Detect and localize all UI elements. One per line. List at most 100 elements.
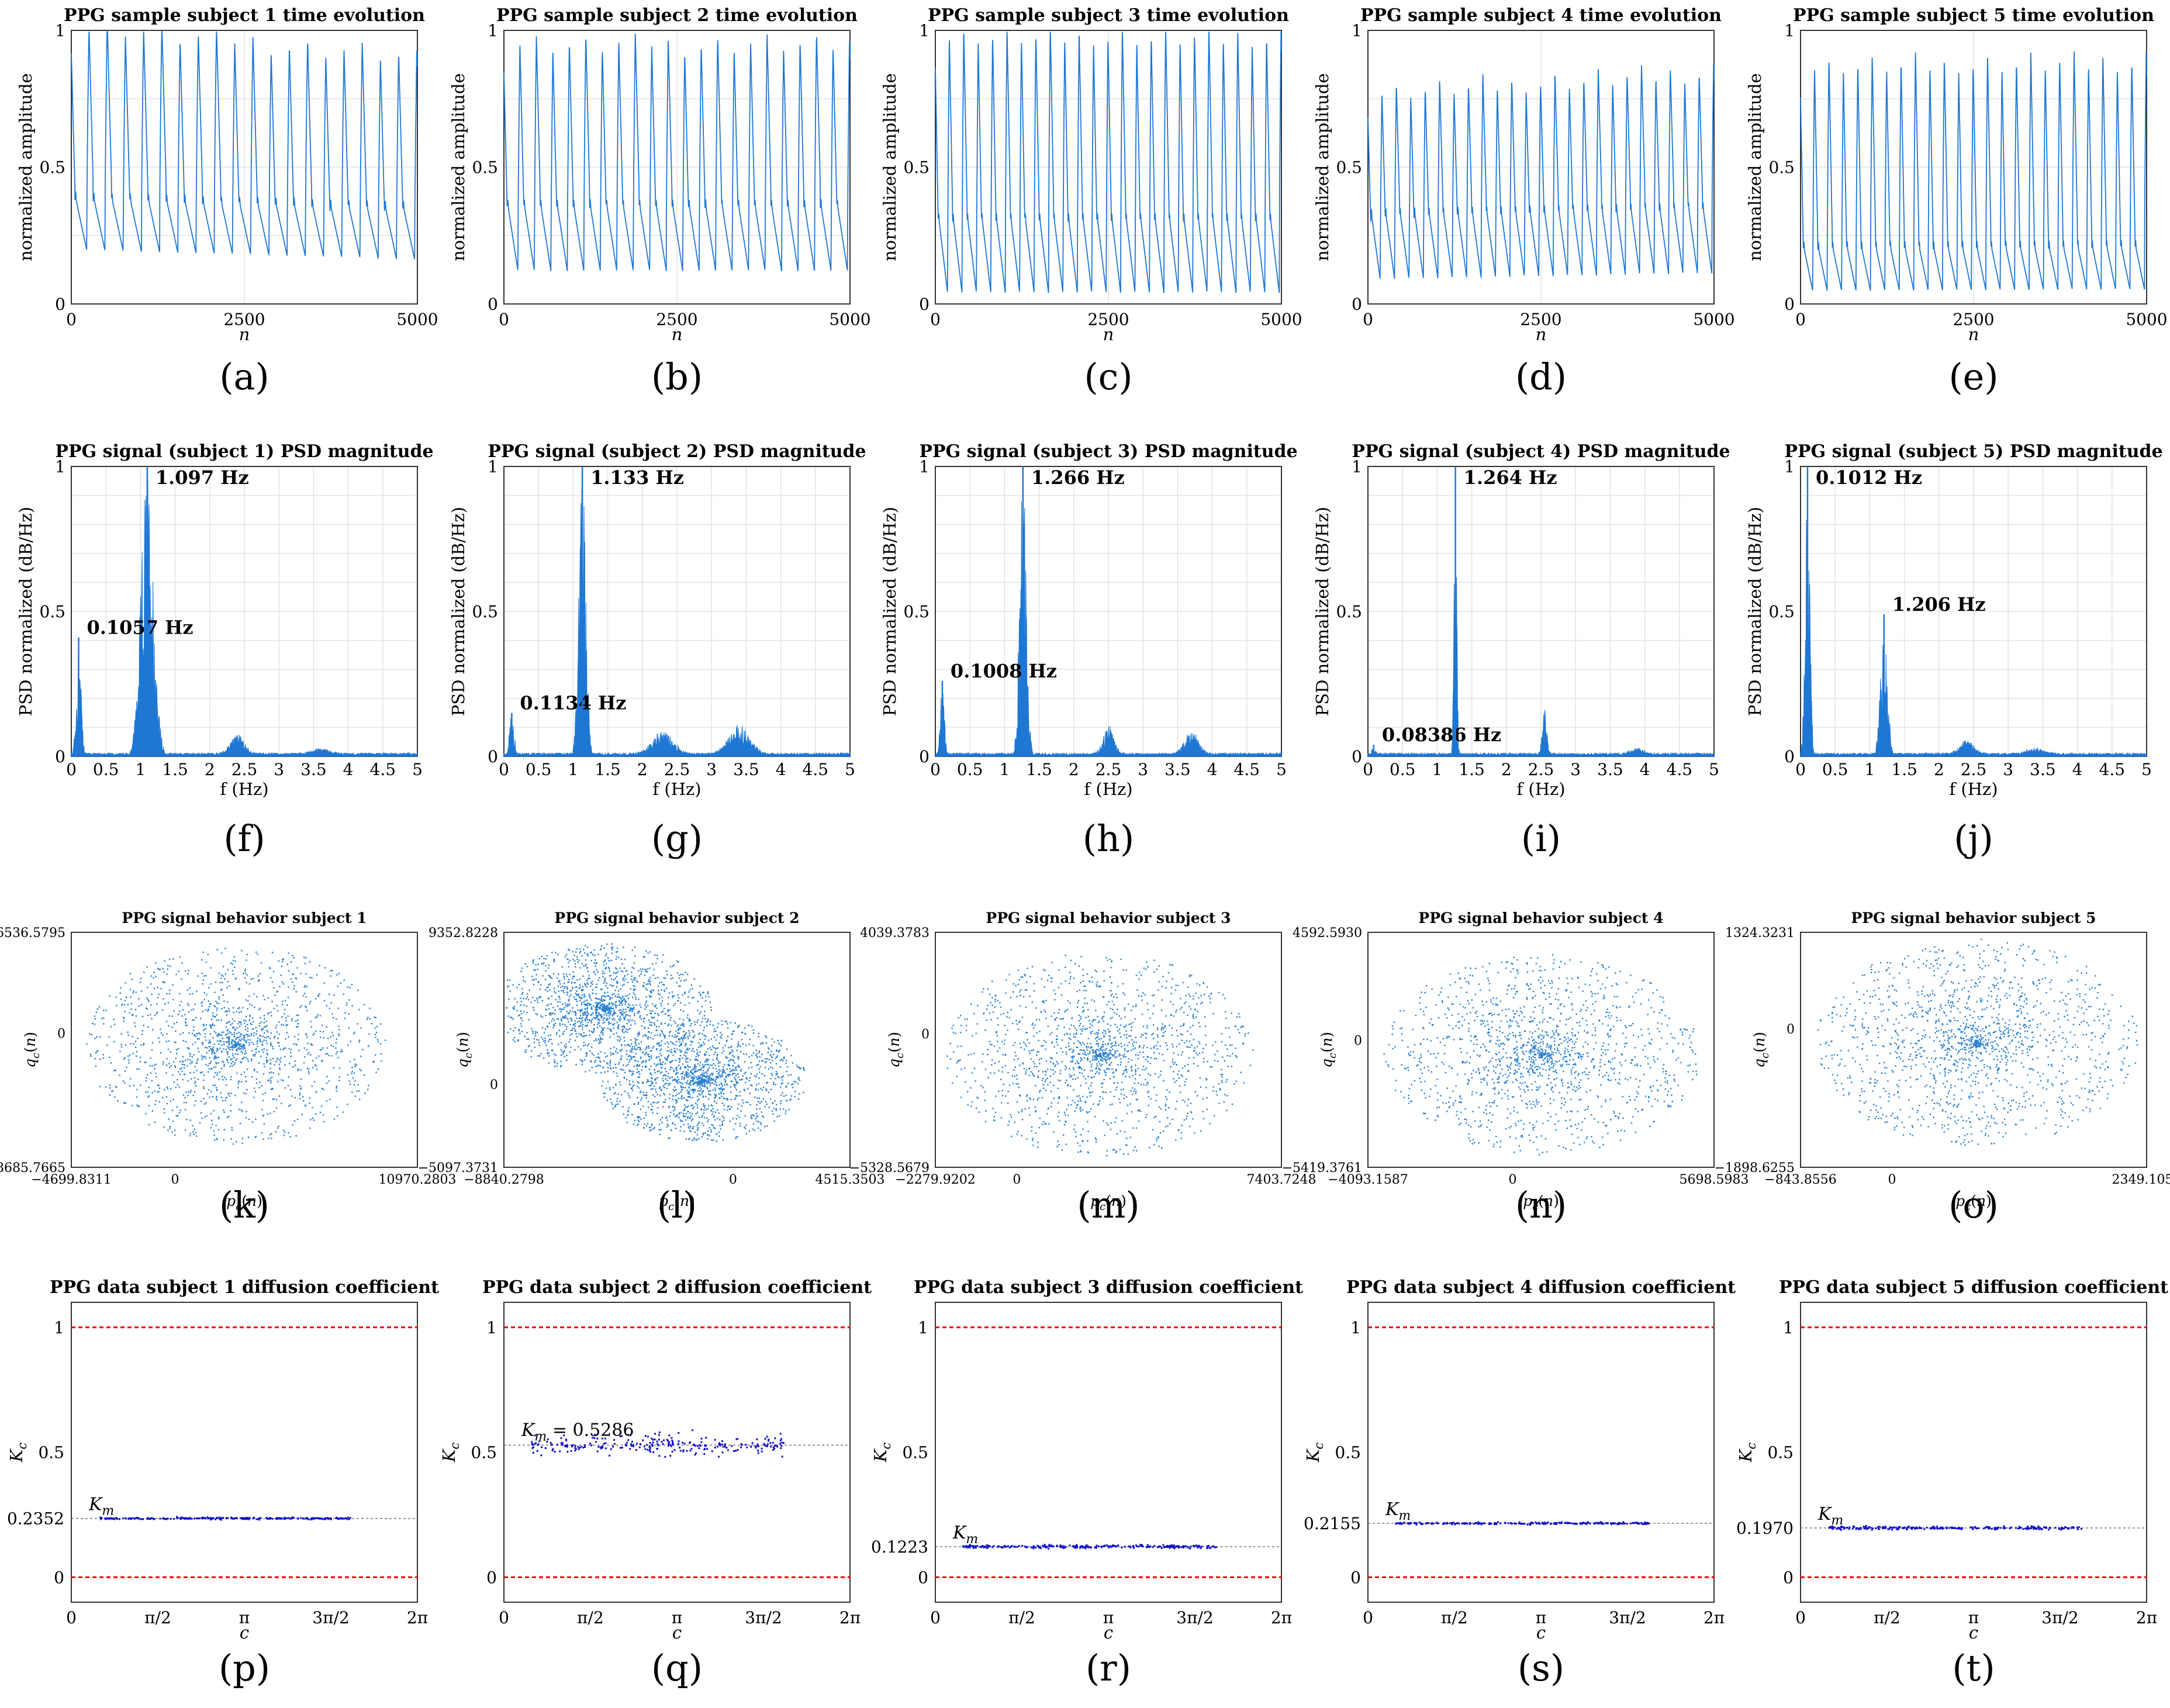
scatter-point [230, 1076, 232, 1078]
scatter-point [618, 1009, 620, 1011]
scatter-point [558, 1043, 559, 1046]
scatter-point [202, 1057, 204, 1059]
scatter-point [620, 1012, 621, 1014]
scatter-point [218, 1034, 220, 1036]
scatter-point [124, 1000, 126, 1002]
scatter-point [770, 1078, 772, 1080]
scatter-point [775, 1073, 777, 1076]
peak-annotation: 1.097 Hz [156, 466, 249, 489]
x-tick-label: 0 [66, 310, 77, 329]
scatter-point [195, 1085, 197, 1087]
scatter-point [798, 1067, 800, 1069]
scatter-point [239, 1039, 240, 1041]
scatter-point [614, 1004, 616, 1005]
scatter-point [637, 1046, 639, 1049]
scatter-point [140, 990, 143, 992]
scatter-point [667, 1025, 669, 1026]
scatter-point [623, 1032, 625, 1033]
scatter-point [277, 1127, 279, 1129]
scatter-point [773, 1082, 775, 1084]
scatter-point [682, 1057, 683, 1059]
scatter-point [672, 1079, 675, 1081]
scatter-point [758, 1032, 759, 1035]
scatter-point [581, 963, 583, 964]
scatter-point [231, 1049, 233, 1051]
scatter-point [288, 970, 289, 972]
scatter-point [745, 1071, 747, 1073]
scatter-point [616, 1001, 617, 1002]
scatter-point [212, 1024, 213, 1026]
scatter-point [158, 1085, 160, 1087]
scatter-point [161, 1009, 164, 1011]
scatter-point [596, 1004, 597, 1005]
scatter-point [241, 1038, 243, 1040]
scatter-point [1176, 1101, 1178, 1102]
scatter-point [113, 1040, 115, 1043]
scatter-point [187, 1002, 189, 1005]
scatter-point [1083, 1076, 1084, 1077]
scatter-point [189, 1063, 191, 1064]
scatter-point [719, 1119, 721, 1121]
scatter-point [326, 1076, 328, 1077]
scatter-point [319, 1049, 322, 1051]
scatter-point [102, 1054, 104, 1056]
chart-panel-f: PPG signal (subject 1) PSD magnitude(f)0… [16, 441, 434, 860]
scatter-point [680, 1025, 682, 1026]
scatter-point [758, 1097, 761, 1099]
scatter-point [758, 1068, 760, 1070]
scatter-point [771, 1074, 773, 1076]
scatter-point [354, 1066, 356, 1067]
scatter-point [709, 1021, 711, 1022]
scatter-point [645, 1114, 647, 1116]
scatter-point [616, 956, 617, 957]
scatter-point [626, 1053, 628, 1055]
scatter-point [220, 1019, 223, 1021]
scatter-point [305, 1034, 307, 1036]
scatter-point [194, 1066, 196, 1067]
scatter-point [702, 991, 704, 993]
scatter-point [583, 1001, 585, 1003]
scatter-point [624, 995, 627, 997]
scatter-point [605, 1007, 607, 1008]
scatter-point [637, 1119, 639, 1121]
scatter-point [193, 1029, 195, 1031]
scatter-point [774, 1100, 776, 1102]
scatter-point [559, 986, 562, 988]
chart-panel-m: PPG signal behavior subject 3(m)−2279.92… [849, 910, 1316, 1226]
scatter-point [323, 1121, 325, 1123]
scatter-point [133, 1084, 135, 1087]
scatter-point [671, 1060, 672, 1063]
scatter-point [694, 1066, 696, 1068]
scatter-point [1165, 1042, 1167, 1044]
scatter-point [293, 1036, 296, 1038]
scatter-point [721, 1020, 723, 1022]
scatter-point [586, 1052, 588, 1054]
scatter-point [216, 1095, 217, 1098]
scatter-point [702, 1081, 703, 1083]
scatter-point [324, 1053, 327, 1055]
scatter-point [626, 1001, 627, 1002]
scatter-point [267, 1113, 268, 1115]
scatter-point [196, 1060, 198, 1062]
scatter-point [293, 985, 295, 987]
scatter-point [273, 987, 275, 989]
scatter-point [239, 1007, 240, 1009]
scatter-point [345, 1004, 347, 1006]
scatter-point [216, 1074, 218, 1076]
scatter-point [193, 1034, 196, 1036]
y-tick-label: 0 [488, 747, 498, 766]
scatter-point [612, 1003, 614, 1005]
scatter-point [209, 1039, 210, 1041]
scatter-point [187, 1080, 189, 1082]
scatter-point [158, 1087, 161, 1089]
scatter-point [289, 1136, 291, 1137]
scatter-point [244, 977, 246, 979]
scatter-point [724, 1098, 726, 1100]
scatter-point [168, 1025, 170, 1027]
scatter-point [673, 964, 675, 966]
scatter-point [717, 1076, 720, 1077]
scatter-point [676, 1080, 678, 1082]
scatter-point [687, 1061, 689, 1063]
scatter-point [220, 977, 222, 979]
scatter-point [684, 993, 686, 995]
